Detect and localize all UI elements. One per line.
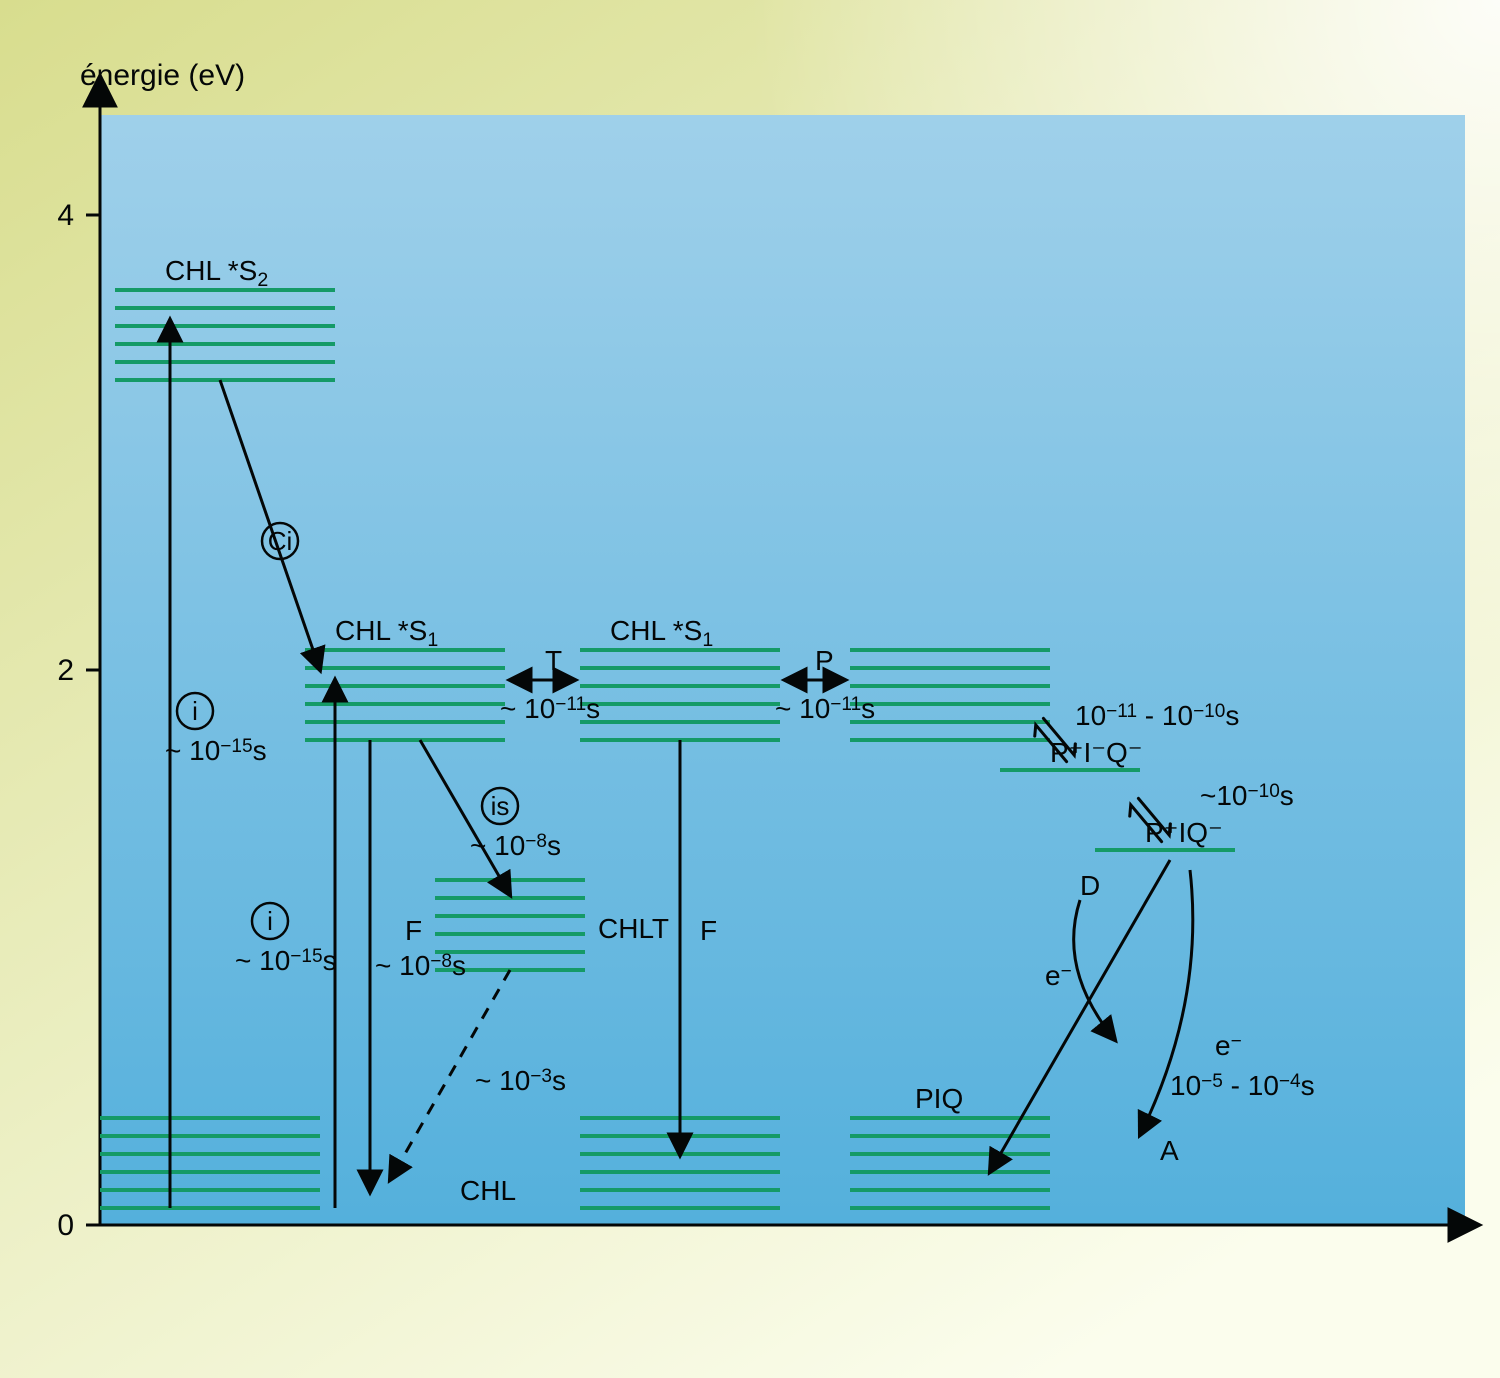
- y-tick-label: 4: [57, 199, 74, 232]
- annotation-p_lbl: P: [815, 645, 834, 676]
- level-label: CHL *S1: [610, 615, 713, 651]
- annotation-text: F: [700, 915, 717, 946]
- y-axis-title: énergie (eV): [80, 59, 245, 92]
- level-label: CHL *S1: [335, 615, 438, 651]
- annotation-text: T: [545, 645, 562, 676]
- annotation-text: Ci: [268, 526, 293, 556]
- annotation-text: P: [815, 645, 834, 676]
- annotation-text: i: [192, 696, 198, 726]
- annotation-text: A: [1160, 1135, 1179, 1166]
- annotation-text: i: [267, 906, 273, 936]
- annotation-a_lbl: A: [1160, 1135, 1179, 1166]
- annotation-f_lbl: F: [405, 915, 422, 946]
- level-label: CHLT: [598, 913, 669, 944]
- annotation-d_lbl: D: [1080, 870, 1100, 901]
- annotation-f_t: ~ 10−8s: [375, 950, 466, 981]
- y-tick-label: 0: [57, 1209, 74, 1242]
- energy-diagram: énergie (eV) 0 2 4 CHL *S2 CHL *S1 CHL *S1 CHL…: [0, 0, 1500, 1378]
- plot-area: [100, 115, 1465, 1225]
- annotation-f2_lbl: F: [700, 915, 717, 946]
- annotation-text: D: [1080, 870, 1100, 901]
- level-label: PIQ: [915, 1083, 963, 1114]
- level-label: CHL *S2: [165, 255, 268, 291]
- diagram-svg: énergie (eV) 0 2 4 CHL *S2 CHL *S1 CHL *S1 CHL…: [0, 0, 1500, 1378]
- annotation-is_t: ~ 10−8s: [470, 830, 561, 861]
- y-tick-label: 2: [57, 654, 74, 687]
- annotation-text: ~10−10s: [1200, 780, 1294, 811]
- annotation-text: is: [491, 791, 510, 821]
- annotation-t_lbl: T: [545, 645, 562, 676]
- annotation-text: ~ 10−8s: [470, 830, 561, 861]
- level-label: CHL: [460, 1175, 516, 1206]
- annotation-text: ~ 10−3s: [475, 1065, 566, 1096]
- annotation-eq2_t: ~10−10s: [1200, 780, 1294, 811]
- annotation-phos_t: ~ 10−3s: [475, 1065, 566, 1096]
- annotation-text: F: [405, 915, 422, 946]
- annotation-text: ~ 10−8s: [375, 950, 466, 981]
